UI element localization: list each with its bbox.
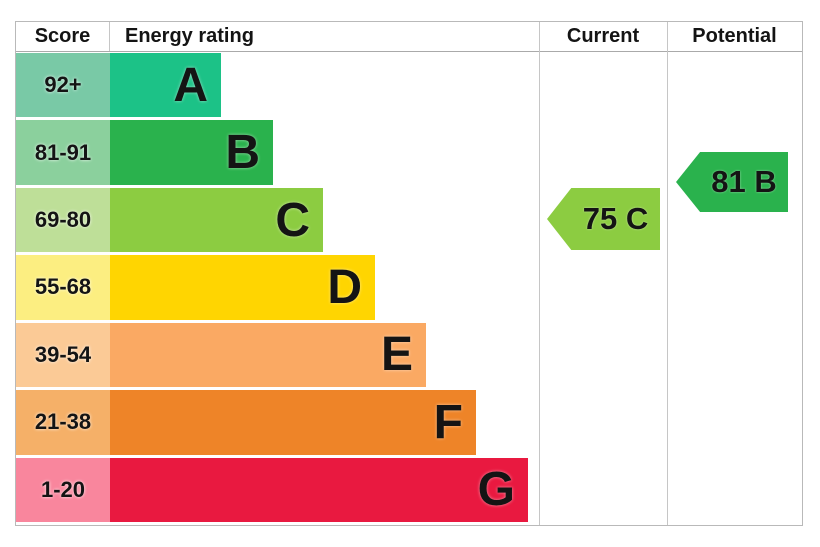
band-bar-a: A [110,53,221,118]
rating-table: Score Energy rating Current Potential 92… [15,21,803,526]
score-range-a: 92+ [16,53,110,118]
band-letter-b: B [225,126,260,180]
potential-rating-label: 81 B [711,164,777,199]
band-letter-c: C [275,193,310,247]
band-row-a: 92+ A [16,53,539,120]
band-row-b: 81-91 B [16,120,539,187]
score-range-b: 81-91 [16,120,110,185]
band-letter-g: G [477,463,515,517]
potential-column-header: Potential [692,25,777,47]
column-divider-potential [667,22,668,525]
band-letter-d: D [327,260,362,314]
band-row-e: 39-54 E [16,322,539,390]
band-rows: 92+ A 81-91 B 69-80 C 55-68 D [16,53,539,525]
band-row-c: 69-80 C [16,187,539,255]
score-range-e: 39-54 [16,322,110,388]
current-rating-arrow: 75 C [547,188,660,250]
band-letter-e: E [380,328,413,382]
band-bar-d: D [110,255,375,320]
column-divider-current [539,22,540,525]
band-row-d: 55-68 D [16,255,539,322]
current-column-header: Current [566,25,640,47]
band-bar-f: F [110,390,476,455]
score-range-g: 1-20 [16,457,110,522]
band-row-f: 21-38 F [16,390,539,457]
potential-rating-arrow: 81 B [676,152,788,212]
band-letter-a: A [173,58,208,112]
score-range-f: 21-38 [16,390,110,455]
band-row-g: 1-20 G [16,457,539,525]
band-bar-e: E [110,322,426,388]
current-rating-label: 75 C [582,201,649,236]
band-letter-f: F [433,395,463,449]
band-bar-g: G [110,457,528,522]
band-bar-b: B [110,120,273,185]
band-bar-c: C [110,187,323,253]
score-range-c: 69-80 [16,187,110,253]
score-range-d: 55-68 [16,255,110,320]
energy-rating-column-header: Energy rating [125,25,254,47]
score-column-header: Score [16,22,110,51]
table-header: Score Energy rating Current Potential [16,22,802,52]
